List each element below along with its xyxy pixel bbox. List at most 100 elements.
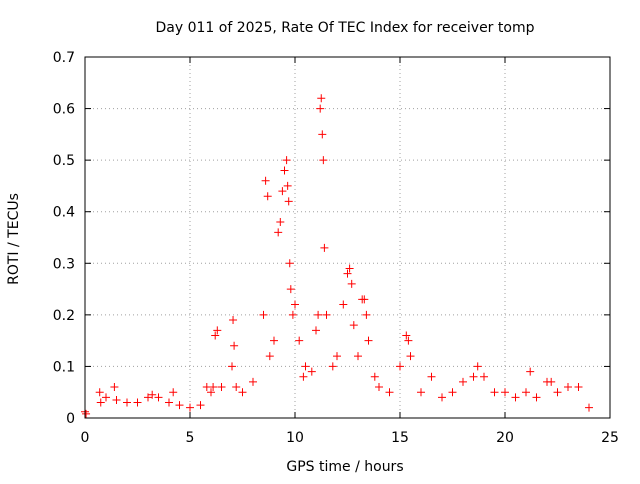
data-point <box>228 362 236 371</box>
data-point <box>96 398 105 407</box>
data-point <box>282 156 291 165</box>
data-point <box>283 181 292 190</box>
data-point <box>360 295 369 304</box>
data-point <box>278 187 287 196</box>
data-point <box>217 383 226 392</box>
data-point <box>175 401 184 410</box>
data-point <box>375 383 383 392</box>
data-point <box>417 388 425 397</box>
data-point <box>301 362 310 371</box>
data-point <box>133 398 142 407</box>
data-point <box>312 326 320 335</box>
y-tick-label: 0.1 <box>53 359 75 375</box>
data-point <box>307 367 316 376</box>
data-point <box>299 372 308 381</box>
data-point <box>526 367 535 376</box>
data-point <box>263 192 272 201</box>
chart-title: Day 011 of 2025, Rate Of TEC Index for r… <box>156 20 535 36</box>
data-point <box>274 228 283 237</box>
data-point <box>345 264 354 273</box>
y-axis-label: ROTI / TECUs <box>6 193 22 285</box>
plot-frame <box>84 56 611 419</box>
data-point <box>213 326 222 335</box>
data-point <box>553 388 562 397</box>
data-point <box>291 300 299 309</box>
data-point <box>123 398 131 407</box>
data-point <box>385 388 394 397</box>
data-point <box>585 403 593 412</box>
data-point <box>396 362 404 371</box>
data-point <box>286 285 295 294</box>
data-point <box>402 331 411 340</box>
data-point <box>148 390 157 399</box>
data-point <box>333 352 341 361</box>
data-point <box>314 310 323 319</box>
axis-ticks: 0 0.1 0.2 0.3 0.4 0.5 0.6 0.7 0 5 10 15 20 25 <box>53 50 619 446</box>
y-tick-label: 0 <box>66 411 75 427</box>
data-point <box>320 243 329 252</box>
data-point <box>362 310 371 319</box>
data-point <box>102 393 110 402</box>
data-point <box>165 398 173 407</box>
data-point <box>249 377 257 386</box>
data-point <box>469 372 478 381</box>
data-point <box>349 321 358 330</box>
data-point <box>322 310 331 319</box>
data-point <box>238 388 247 397</box>
y-tick-label: 0.4 <box>53 205 75 221</box>
data-point <box>354 352 362 361</box>
data-point <box>427 372 436 381</box>
data-point <box>288 310 297 319</box>
data-point <box>328 362 337 371</box>
x-tick-label: 20 <box>496 430 514 446</box>
x-tick-label: 10 <box>286 430 304 446</box>
data-point <box>364 336 373 345</box>
data-point <box>265 352 274 361</box>
data-point <box>211 331 220 340</box>
data-point <box>501 388 509 397</box>
data-point <box>438 393 446 402</box>
data-point <box>564 383 572 392</box>
data-point <box>229 316 238 325</box>
data-point <box>547 377 556 386</box>
data-point <box>82 409 91 418</box>
grid-lines <box>85 57 610 418</box>
data-point <box>280 166 289 175</box>
data-point <box>285 259 294 268</box>
data-point <box>343 269 352 278</box>
x-tick-label: 5 <box>186 430 195 446</box>
data-points <box>81 94 593 418</box>
y-tick-label: 0.2 <box>53 308 75 324</box>
data-point <box>186 403 194 412</box>
x-tick-label: 25 <box>601 430 619 446</box>
data-point <box>339 300 348 309</box>
data-point <box>209 383 218 392</box>
y-tick-label: 0.3 <box>53 256 75 272</box>
x-tick-label: 0 <box>81 430 90 446</box>
x-axis-label: GPS time / hours <box>286 459 403 475</box>
data-point <box>316 104 325 113</box>
data-point <box>295 336 304 345</box>
data-point <box>448 388 457 397</box>
data-point <box>112 395 121 404</box>
data-point <box>370 372 379 381</box>
data-point <box>232 383 241 392</box>
data-point <box>318 130 327 139</box>
data-point <box>317 94 326 103</box>
y-tick-label: 0.5 <box>53 153 75 169</box>
x-tick-label: 15 <box>391 430 409 446</box>
data-point <box>459 377 467 386</box>
data-point <box>490 388 499 397</box>
data-point <box>473 362 482 371</box>
data-point <box>261 176 270 185</box>
y-tick-label: 0.6 <box>53 102 75 118</box>
data-point <box>270 336 278 345</box>
data-point <box>404 336 413 345</box>
data-point <box>574 383 583 392</box>
data-point <box>259 310 268 319</box>
data-point <box>347 279 356 288</box>
data-point <box>532 393 541 402</box>
data-point <box>511 393 520 402</box>
